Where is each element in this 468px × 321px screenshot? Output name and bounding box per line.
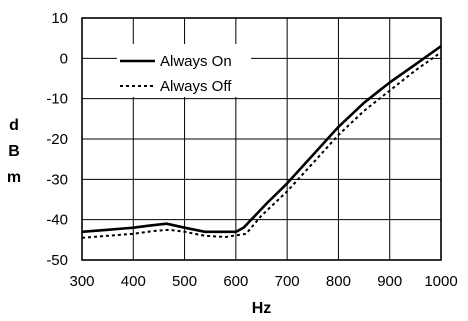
x-tick-label: 400	[121, 273, 146, 290]
y-tick-label: -10	[46, 91, 68, 108]
y-axis-label-letter: d	[9, 117, 19, 134]
plot-frame	[81, 17, 442, 261]
legend: Always On Always Off	[117, 44, 251, 97]
y-axis-label: dBm	[7, 117, 21, 186]
x-tick-label: 900	[377, 273, 402, 290]
x-tick-label: 1000	[424, 273, 457, 290]
y-tick-label: -30	[46, 171, 68, 188]
y-tick-label: 0	[60, 50, 68, 67]
x-tick-label: 500	[172, 273, 197, 290]
legend-background	[117, 44, 251, 97]
y-tick-label: -50	[46, 252, 68, 269]
series-lines	[81, 45, 442, 239]
x-axis-label: Hz	[252, 300, 272, 317]
y-tick-label: 10	[51, 10, 68, 27]
x-tick-label: 800	[326, 273, 351, 290]
x-tick-labels: 300 400 500 600 700 800 900 1000	[69, 273, 457, 290]
y-axis-label-letter: m	[7, 169, 21, 186]
x-tick-label: 600	[223, 273, 248, 290]
series-line-always-on	[81, 45, 442, 234]
y-tick-label: -40	[46, 212, 68, 229]
legend-label: Always On	[160, 53, 232, 70]
x-tick-label: 700	[275, 273, 300, 290]
y-tick-labels: 10 0 -10 -20 -30 -40 -50	[46, 10, 68, 269]
grid	[81, 17, 442, 261]
legend-label: Always Off	[160, 78, 232, 95]
x-tick-label: 300	[69, 273, 94, 290]
y-axis-label-letter: B	[8, 143, 20, 160]
y-tick-label: -20	[46, 131, 68, 148]
